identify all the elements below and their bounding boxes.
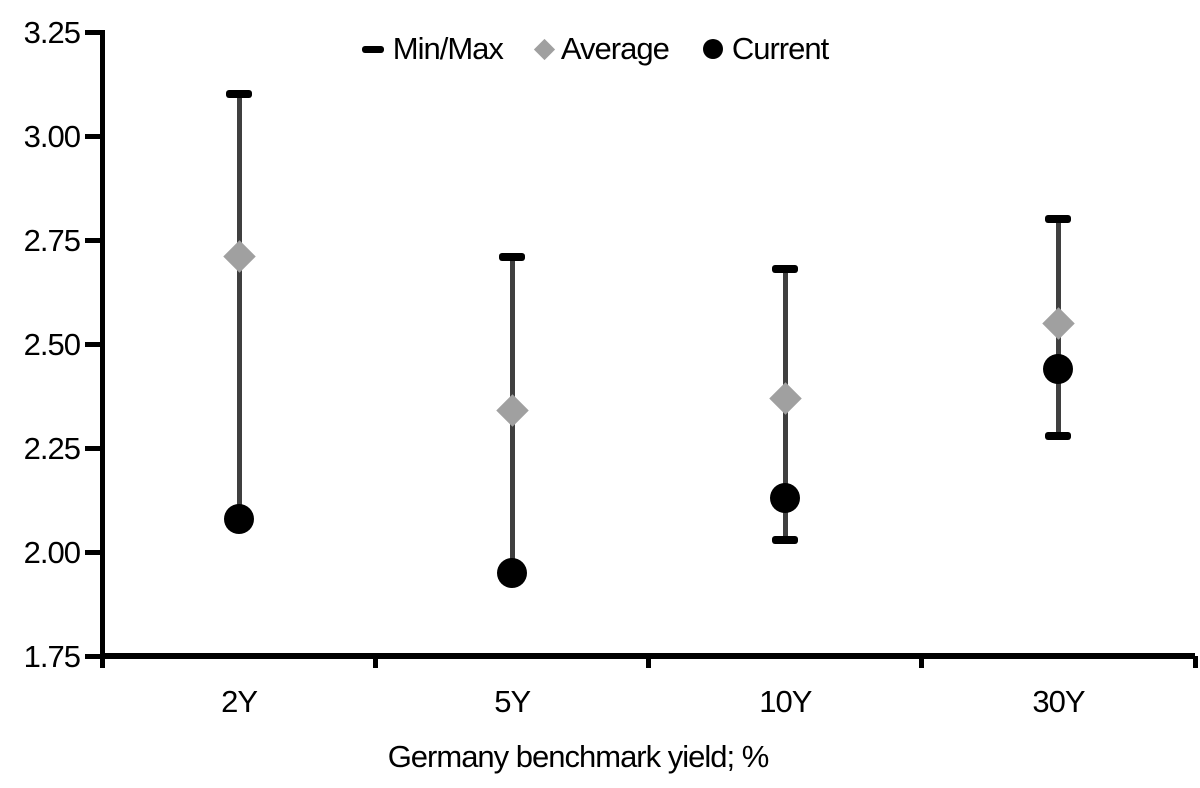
x-axis-tick <box>646 656 652 668</box>
x-axis-tick <box>919 656 925 668</box>
chart-legend: Min/Max Average Current <box>0 31 1190 67</box>
average-marker-2y <box>222 240 256 273</box>
x-tick-label: 5Y <box>494 684 531 719</box>
legend-label-minmax: Min/Max <box>392 31 504 66</box>
legend-label-average: Average <box>560 31 670 66</box>
y-tick-label: 2.25 <box>23 430 81 466</box>
y-axis-tick <box>85 549 100 555</box>
x-axis-tick <box>373 656 379 668</box>
minmax-dash-icon <box>361 45 384 53</box>
max-cap-10y <box>772 265 799 274</box>
y-axis-tick <box>85 653 100 659</box>
max-cap-5y <box>499 252 526 261</box>
average-diamond-icon <box>533 38 556 60</box>
min-cap-10y <box>772 535 799 544</box>
y-tick-label: 2.00 <box>23 534 81 570</box>
y-tick-label: 2.75 <box>23 222 81 258</box>
y-tick-label: 1.75 <box>23 638 81 674</box>
average-marker-5y <box>495 394 529 427</box>
current-marker-10y <box>770 482 801 513</box>
average-marker-30y <box>1042 306 1075 340</box>
max-cap-30y <box>1045 215 1072 224</box>
y-axis-tick <box>85 445 100 451</box>
legend-item-current: Current <box>702 31 829 67</box>
min-cap-30y <box>1045 431 1072 440</box>
x-axis-tick <box>100 656 105 668</box>
current-marker-2y <box>224 503 255 534</box>
y-axis-tick <box>85 29 100 35</box>
y-axis-line <box>100 30 105 659</box>
x-tick-label: 30Y <box>1032 684 1085 719</box>
range-line-2y <box>236 94 242 519</box>
x-axis-tick <box>1192 656 1198 668</box>
legend-item-minmax: Min/Max <box>361 31 504 67</box>
max-cap-2y <box>226 90 253 99</box>
y-axis-tick <box>85 341 100 347</box>
y-tick-label: 3.00 <box>23 118 81 154</box>
current-marker-30y <box>1043 353 1074 384</box>
y-tick-label: 3.25 <box>23 14 81 50</box>
x-tick-label: 10Y <box>759 684 812 719</box>
y-axis-tick <box>85 237 100 243</box>
legend-label-current: Current <box>731 31 829 66</box>
y-tick-label: 2.50 <box>23 326 81 362</box>
legend-item-average: Average <box>533 31 670 67</box>
x-tick-label: 2Y <box>221 684 258 719</box>
current-marker-5y <box>497 557 528 588</box>
x-axis-title: Germany benchmark yield; % <box>387 739 770 774</box>
average-marker-10y <box>769 381 802 415</box>
current-circle-icon <box>702 39 723 59</box>
y-axis-tick <box>85 133 100 139</box>
